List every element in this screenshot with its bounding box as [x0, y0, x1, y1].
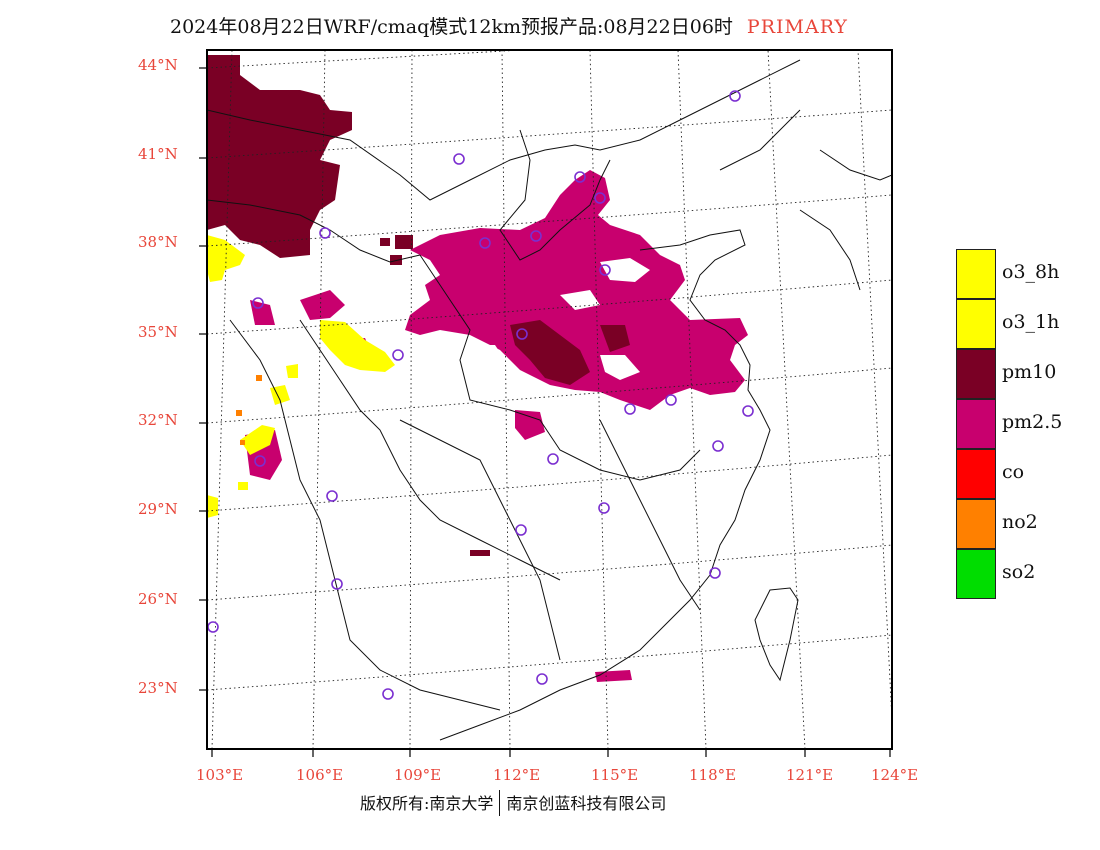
legend-swatch: [956, 449, 996, 499]
legend-item-pm25: pm2.5: [956, 399, 1096, 449]
map-frame: [206, 49, 893, 750]
graticule: [207, 50, 892, 749]
legend-swatch: [956, 549, 996, 599]
no2-spots: [236, 375, 262, 445]
legend-swatch: [956, 249, 996, 299]
pm10-region-northwest: [207, 55, 413, 265]
pm25-region-north-china-plain: [245, 170, 748, 682]
lon-label-109: 109°E: [394, 766, 442, 784]
lat-label-32: 32°N: [138, 411, 178, 429]
map-title: 2024年08月22日WRF/cmaq模式12km预报产品:08月22日06时 P…: [170, 12, 848, 39]
legend-item-o3-1h: o3_1h: [956, 299, 1096, 349]
copyright-right: 南京创蓝科技有限公司: [506, 794, 667, 813]
legend-label: co: [1002, 461, 1025, 483]
lat-label-23: 23°N: [138, 679, 178, 697]
clear-areas: [470, 258, 650, 380]
legend-label: pm2.5: [1002, 411, 1063, 433]
footer-divider: [499, 790, 501, 816]
legend-label: pm10: [1002, 361, 1057, 383]
lat-label-29: 29°N: [138, 500, 178, 518]
legend-item-o3-8h: o3_8h: [956, 249, 1096, 299]
legend-item-so2: so2: [956, 549, 1096, 599]
pm10-region-central: [380, 238, 630, 556]
lon-label-103: 103°E: [196, 766, 244, 784]
lat-label-26: 26°N: [138, 590, 178, 608]
lat-label-41: 41°N: [138, 145, 178, 163]
lon-label-115: 115°E: [591, 766, 639, 784]
legend-item-pm10: pm10: [956, 349, 1096, 399]
lat-label-38: 38°N: [138, 233, 178, 251]
legend-label: no2: [1002, 511, 1038, 533]
copyright-footer: 版权所有:南京大学 南京创蓝科技有限公司: [360, 790, 666, 816]
lon-label-106: 106°E: [296, 766, 344, 784]
lat-label-35: 35°N: [138, 323, 178, 341]
legend-swatch: [956, 299, 996, 349]
lon-label-124: 124°E: [871, 766, 919, 784]
lat-label-44: 44°N: [138, 56, 178, 74]
legend-item-co: co: [956, 449, 1096, 499]
lon-label-121: 121°E: [786, 766, 834, 784]
ozone-region: [207, 235, 395, 518]
copyright-left: 版权所有:南京大学: [360, 794, 494, 813]
lon-label-112: 112°E: [493, 766, 541, 784]
title-text: 2024年08月22日WRF/cmaq模式12km预报产品:08月22日06时: [170, 16, 733, 38]
station-markers: [207, 90, 754, 700]
boundaries: [207, 59, 892, 741]
legend-item-no2: no2: [956, 499, 1096, 549]
legend-swatch: [956, 499, 996, 549]
legend-swatch: [956, 399, 996, 449]
lon-label-118: 118°E: [689, 766, 737, 784]
legend-label: so2: [1002, 561, 1036, 583]
axis-ticks: [199, 67, 891, 757]
legend-label: o3_8h: [1002, 261, 1060, 283]
title-tag: PRIMARY: [746, 16, 848, 38]
legend-swatch: [956, 349, 996, 399]
legend-label: o3_1h: [1002, 311, 1060, 333]
